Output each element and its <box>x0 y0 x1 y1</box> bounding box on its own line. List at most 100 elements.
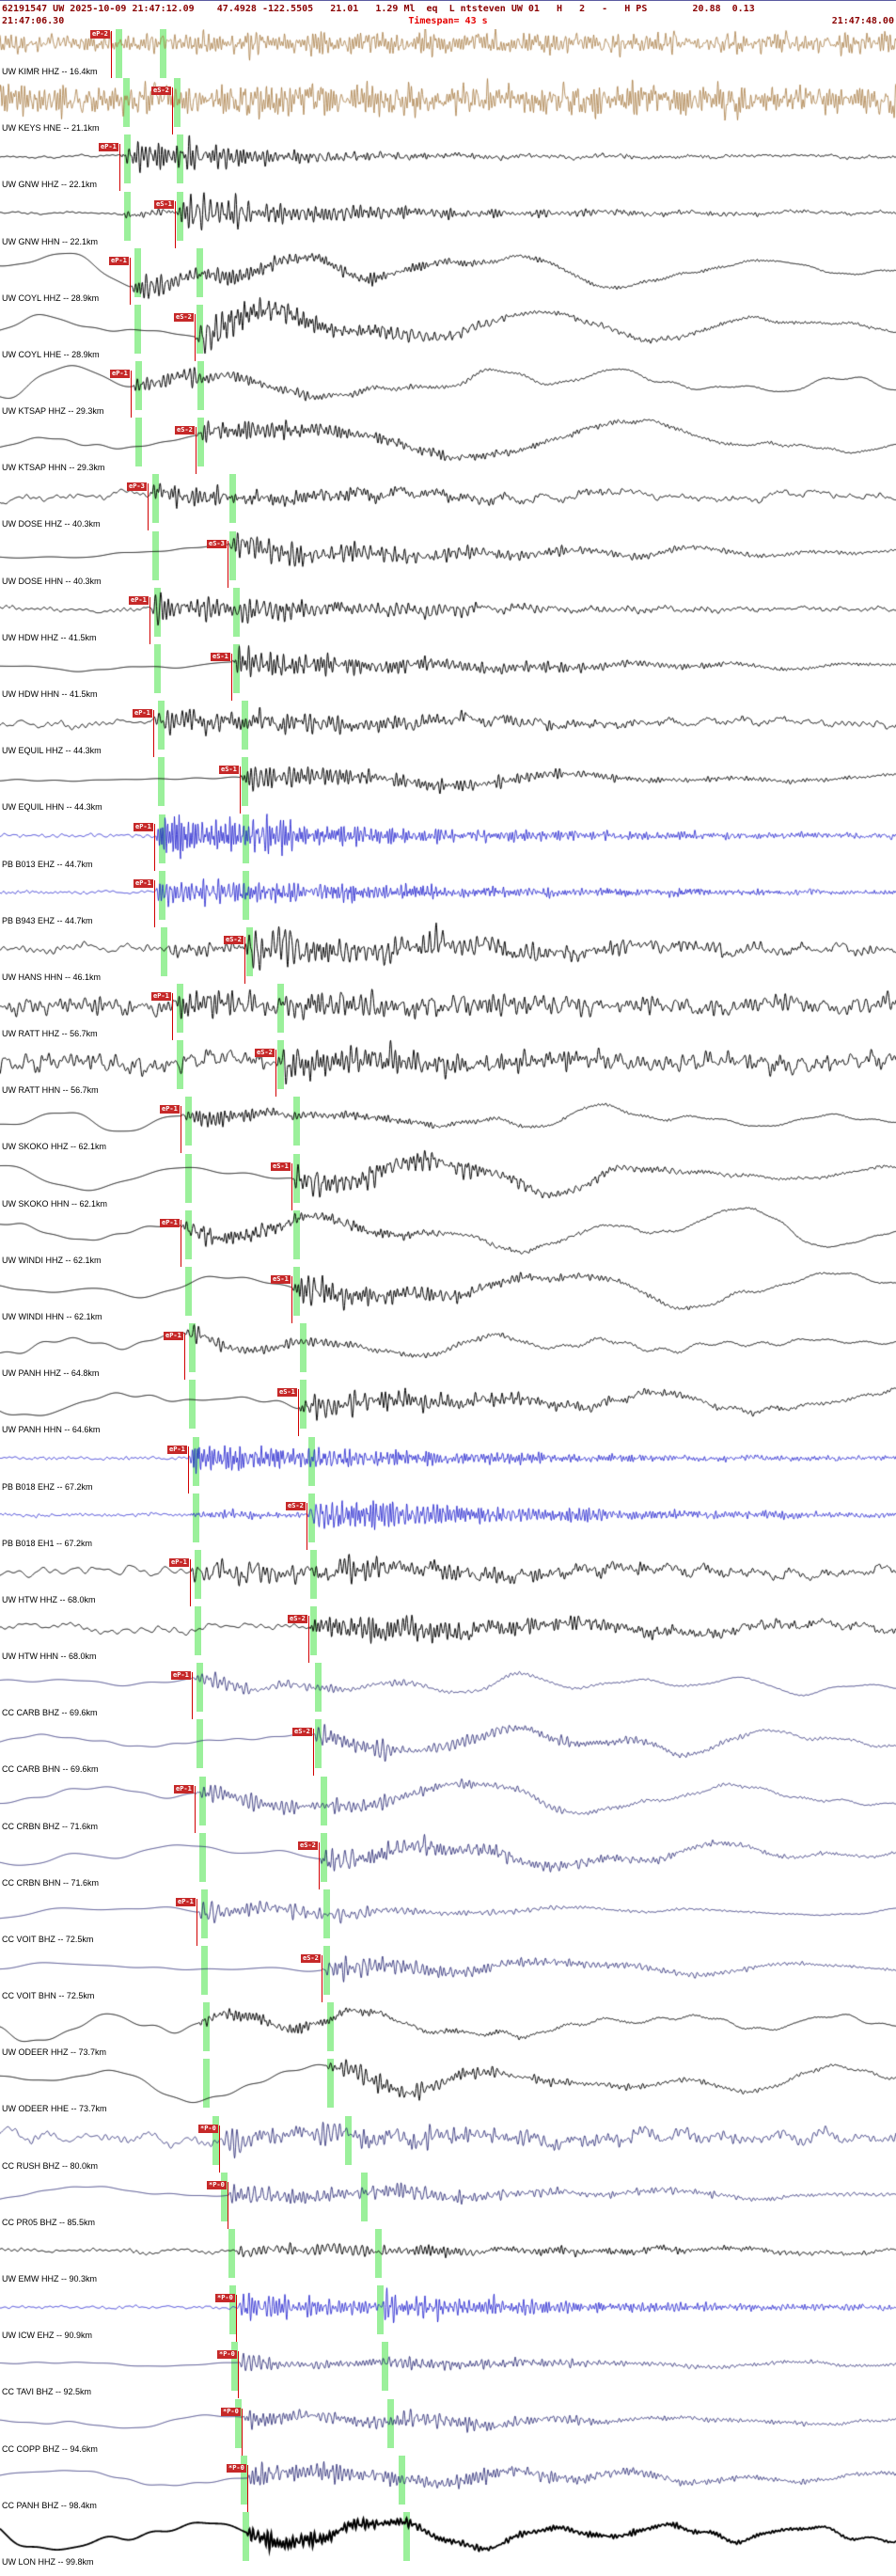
phase-pick-line[interactable] <box>172 87 173 135</box>
phase-pick-line[interactable] <box>236 2295 237 2343</box>
phase-pick-flag[interactable]: eP-1 <box>133 709 152 719</box>
phase-pick-line[interactable] <box>231 653 232 701</box>
phase-pick-flag[interactable]: *P-0 <box>227 2463 246 2473</box>
phase-pick-line[interactable] <box>153 710 154 758</box>
trace-label: CC CARB BHZ -- 69.6km <box>2 1708 98 1718</box>
phase-pick-line[interactable] <box>175 200 176 248</box>
phase-pick-flag[interactable]: eP-3 <box>127 482 147 492</box>
phase-pick-line[interactable] <box>149 596 150 644</box>
phase-pick-line[interactable] <box>119 144 120 192</box>
trace-label: PB B943 EHZ -- 44.7km <box>2 915 93 925</box>
phase-pick-flag[interactable]: eS-2 <box>286 1501 306 1510</box>
phase-pick-flag[interactable]: eP-1 <box>151 992 171 1002</box>
phase-pick-line[interactable] <box>242 2408 243 2456</box>
phase-pick-line[interactable] <box>240 766 241 814</box>
trace-label: UW RATT HHN -- 56.7km <box>2 1085 99 1096</box>
trace-label: CC VOIT BHZ -- 72.5km <box>2 1934 94 1944</box>
phase-pick-flag[interactable]: eP-1 <box>134 822 153 831</box>
phase-pick-line[interactable] <box>313 1729 314 1777</box>
phase-pick-flag[interactable]: eP-1 <box>164 1332 183 1341</box>
phase-pick-line[interactable] <box>275 1050 276 1098</box>
trace-label: UW ODEER HHE -- 73.7km <box>2 2104 107 2114</box>
phase-pick-line[interactable] <box>154 879 155 927</box>
phase-pick-line[interactable] <box>195 1785 196 1833</box>
phase-pick-line[interactable] <box>308 1616 309 1664</box>
phase-pick-flag[interactable]: eP-1 <box>134 878 153 888</box>
trace-label: PB B018 EHZ -- 67.2km <box>2 1481 93 1492</box>
trace-label: UW ICW EHZ -- 90.9km <box>2 2331 92 2341</box>
phase-pick-flag[interactable]: eS-1 <box>219 766 239 775</box>
time-axis-bar: 21:47:06.30 Timespan= 43 s 21:47:48.00 <box>2 15 894 27</box>
trace-label: CC TAVI BHZ -- 92.5km <box>2 2387 92 2397</box>
phase-pick-line[interactable] <box>131 371 132 419</box>
phase-pick-line[interactable] <box>188 1446 189 1493</box>
phase-pick-line[interactable] <box>247 2464 248 2512</box>
phase-pick-flag[interactable]: eP-1 <box>160 1218 180 1227</box>
trace-label: CC VOIT BHN -- 72.5km <box>2 1991 95 2001</box>
phase-pick-flag[interactable]: *P-0 <box>215 2294 235 2303</box>
trace-label: PB B013 EHZ -- 44.7km <box>2 859 93 869</box>
phase-pick-flag[interactable]: eS-1 <box>211 652 230 661</box>
phase-pick-line[interactable] <box>298 1389 299 1437</box>
trace-label: UW COYL HHZ -- 28.9km <box>2 292 100 303</box>
trace-label: UW HDW HHN -- 41.5km <box>2 688 98 699</box>
phase-pick-flag[interactable]: eP-1 <box>167 1445 187 1454</box>
phase-pick-flag[interactable]: eP-1 <box>109 256 129 265</box>
phase-pick-line[interactable] <box>184 1333 185 1381</box>
phase-pick-line[interactable] <box>195 313 196 361</box>
phase-pick-line[interactable] <box>238 2351 239 2399</box>
phase-pick-flag[interactable]: eS-3 <box>207 539 227 548</box>
phase-pick-flag[interactable]: *P-0 <box>221 2407 241 2416</box>
phase-pick-line[interactable] <box>196 1898 197 1946</box>
trace-label: CC PANH BHZ -- 98.4km <box>2 2500 97 2510</box>
phase-pick-line[interactable] <box>219 2125 220 2173</box>
trace-label: UW SKOKO HHN -- 62.1km <box>2 1198 108 1209</box>
trace-label: UW LON HHZ -- 99.8km <box>2 2556 94 2567</box>
phase-pick-flag[interactable]: eS-2 <box>151 87 171 96</box>
phase-pick-flag[interactable]: eP-1 <box>110 370 130 379</box>
waveform-canvas[interactable] <box>0 29 896 2576</box>
phase-pick-flag[interactable]: eP-1 <box>171 1671 191 1681</box>
phase-pick-flag[interactable]: eS-1 <box>271 1162 291 1171</box>
trace-label: UW DOSE HHN -- 40.3km <box>2 576 102 586</box>
phase-pick-line[interactable] <box>148 483 149 531</box>
phase-pick-flag[interactable]: eS-1 <box>271 1274 291 1284</box>
phase-pick-flag[interactable]: *P-0 <box>217 2350 237 2360</box>
phase-pick-flag[interactable]: eP-1 <box>160 1105 180 1114</box>
phase-pick-line[interactable] <box>192 1672 193 1720</box>
trace-label: UW HANS HHN -- 46.1km <box>2 972 102 982</box>
trace-label: UW EQUIL HHN -- 44.3km <box>2 802 102 813</box>
phase-pick-line[interactable] <box>111 31 112 78</box>
trace-area[interactable]: eP-2 UW KIMR HHZ -- 16.4km eS-2 UW KEYS HNE… <box>0 29 896 2576</box>
phase-pick-flag[interactable]: eP-1 <box>174 1784 194 1794</box>
phase-pick-line[interactable] <box>319 1841 320 1889</box>
phase-pick-flag[interactable]: eS-2 <box>292 1728 312 1737</box>
phase-pick-flag[interactable]: eS-2 <box>174 312 194 322</box>
phase-pick-flag[interactable]: *P-0 <box>207 2180 227 2189</box>
phase-pick-line[interactable] <box>154 823 155 871</box>
phase-pick-line[interactable] <box>172 993 173 1041</box>
phase-pick-flag[interactable]: eP-2 <box>90 30 110 39</box>
phase-pick-flag[interactable]: eS-1 <box>154 199 174 209</box>
phase-pick-flag[interactable]: eP-1 <box>99 143 118 152</box>
phase-pick-line[interactable] <box>130 257 131 305</box>
phase-pick-line[interactable] <box>291 1275 292 1323</box>
trace-label: CC COPP BHZ -- 94.6km <box>2 2443 98 2454</box>
phase-pick-flag[interactable]: eS-1 <box>277 1388 297 1398</box>
phase-pick-line[interactable] <box>244 936 245 984</box>
timespan-label: Timespan= 43 s <box>408 16 488 26</box>
phase-pick-flag[interactable]: eP-1 <box>129 595 149 605</box>
phase-pick-flag[interactable]: eP-1 <box>169 1557 189 1567</box>
phase-pick-flag[interactable]: eS-2 <box>298 1841 318 1850</box>
phase-pick-flag[interactable]: eS-2 <box>301 1954 321 1964</box>
phase-pick-flag[interactable]: eS-2 <box>224 935 244 944</box>
trace-label: UW HDW HHZ -- 41.5km <box>2 632 97 642</box>
phase-pick-flag[interactable]: *P-0 <box>198 2124 218 2133</box>
event-header: 62191547 UW 2025-10-09 21:47:12.09 47.49… <box>0 1 896 29</box>
phase-pick-flag[interactable]: eS-2 <box>288 1615 307 1624</box>
phase-pick-line[interactable] <box>190 1558 191 1606</box>
phase-pick-line[interactable] <box>291 1162 292 1210</box>
phase-pick-flag[interactable]: eS-2 <box>255 1049 275 1058</box>
phase-pick-flag[interactable]: eP-1 <box>176 1897 196 1906</box>
phase-pick-flag[interactable]: eS-2 <box>175 426 195 435</box>
